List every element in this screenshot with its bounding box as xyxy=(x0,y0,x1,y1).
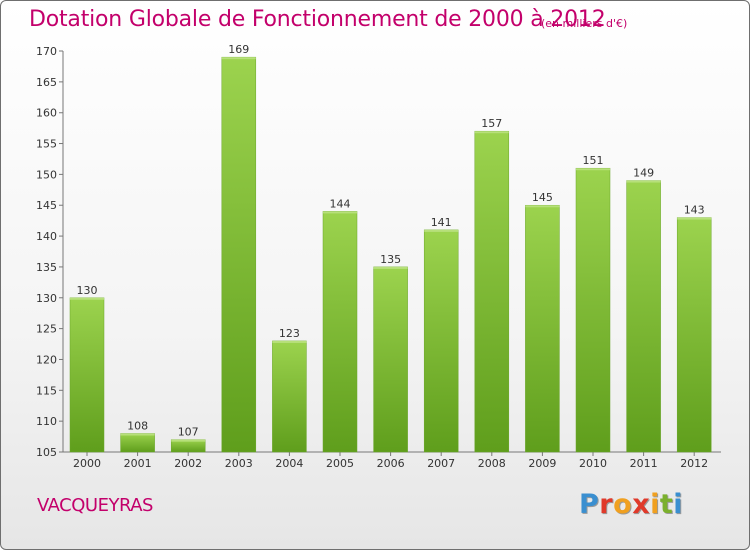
bars xyxy=(69,56,712,453)
data-label: 141 xyxy=(431,216,452,229)
data-label: 145 xyxy=(532,191,553,204)
y-tick-label: 170 xyxy=(36,45,57,58)
chart-title: Dotation Globale de Fonctionnement de 20… xyxy=(29,7,606,32)
bar-top-highlight xyxy=(70,297,104,300)
bar-2005 xyxy=(322,211,358,453)
bar-2003 xyxy=(221,56,257,453)
x-tick-label: 2009 xyxy=(528,457,556,470)
bar-top-highlight xyxy=(120,433,155,436)
x-tick-label: 2006 xyxy=(377,457,405,470)
bar-top-highlight xyxy=(221,57,256,60)
bar-top-highlight xyxy=(677,217,712,220)
y-tick-label: 155 xyxy=(36,138,57,151)
x-tick-label: 2003 xyxy=(225,457,253,470)
data-label: 135 xyxy=(380,253,401,266)
commune-name: VACQUEYRAS xyxy=(37,495,153,516)
chart-unit: (en milliers d'€) xyxy=(541,17,628,30)
y-tick-label: 105 xyxy=(36,446,57,459)
data-label: 144 xyxy=(330,197,351,210)
bar-top-highlight xyxy=(474,131,509,134)
y-tick-label: 140 xyxy=(36,230,57,243)
x-tick-label: 2010 xyxy=(579,457,607,470)
bar-top-highlight xyxy=(323,211,357,214)
x-tick-label: 2011 xyxy=(630,457,658,470)
bar-2008 xyxy=(474,130,510,453)
x-tick-label: 2004 xyxy=(275,457,303,470)
data-label: 151 xyxy=(583,154,604,167)
bar-2001 xyxy=(120,433,155,453)
x-tick-label: 2002 xyxy=(174,457,202,470)
x-tick-label: 2001 xyxy=(124,457,152,470)
data-label: 123 xyxy=(279,327,300,340)
x-tick-label: 2000 xyxy=(73,457,101,470)
bar-top-highlight xyxy=(626,180,661,183)
bar-2012 xyxy=(676,217,712,453)
data-label: 149 xyxy=(633,167,654,180)
x-tick-label: 2005 xyxy=(326,457,354,470)
bar-2006 xyxy=(373,266,408,453)
bar-2004 xyxy=(272,340,307,453)
y-tick-label: 125 xyxy=(36,323,57,336)
bar-2010 xyxy=(575,167,611,453)
y-tick-label: 130 xyxy=(36,292,57,305)
data-label: 169 xyxy=(228,43,249,56)
bar-2000 xyxy=(69,297,105,453)
bar-2009 xyxy=(525,204,560,453)
bar-2007 xyxy=(423,229,459,453)
x-tick-label: 2008 xyxy=(478,457,506,470)
proxiti-logo: Proxiti xyxy=(579,489,684,520)
y-tick-label: 110 xyxy=(36,415,57,428)
y-tick-label: 120 xyxy=(36,353,57,366)
bar-top-highlight xyxy=(576,168,610,171)
x-tick-label: 2007 xyxy=(427,457,455,470)
bar-top-highlight xyxy=(424,229,459,232)
bar-top-highlight xyxy=(373,266,408,269)
data-label: 108 xyxy=(127,419,148,432)
data-label: 143 xyxy=(684,204,705,217)
y-tick-label: 150 xyxy=(36,168,57,181)
labels: 130 2000 108 2001 107 2002 169 2003 123 2004 144 20… xyxy=(73,43,708,470)
y-tick-label: 165 xyxy=(36,76,57,89)
x-tick-label: 2012 xyxy=(680,457,708,470)
y-tick-label: 135 xyxy=(36,261,57,274)
bar-2011 xyxy=(626,180,661,453)
data-label: 157 xyxy=(481,117,502,130)
axes: 105 110 115 120 125 130 135 140 145 150 155 160 165 1… xyxy=(36,45,721,459)
bar-top-highlight xyxy=(525,205,560,208)
y-tick-label: 115 xyxy=(36,384,57,397)
bar-top-highlight xyxy=(171,439,206,442)
data-label: 130 xyxy=(77,284,98,297)
bar-top-highlight xyxy=(272,340,307,343)
y-tick-label: 145 xyxy=(36,199,57,212)
data-label: 107 xyxy=(178,426,199,439)
y-tick-label: 160 xyxy=(36,107,57,120)
